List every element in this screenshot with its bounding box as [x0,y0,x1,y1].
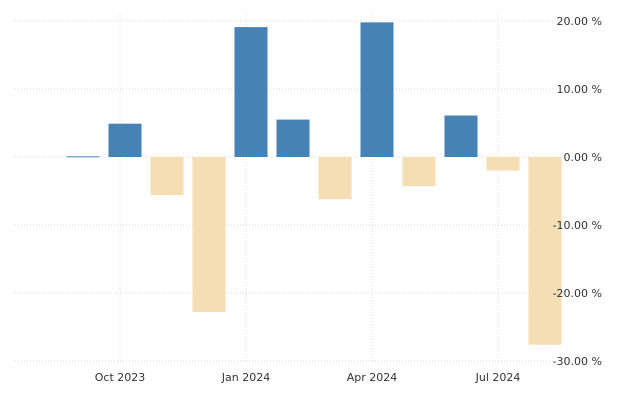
bar-mar-2024 [360,22,394,157]
bar-jan-2024 [276,119,310,157]
bar-dec-2023 [234,27,268,158]
x-tick-label: Apr 2024 [347,371,398,384]
x-tick-label: Jul 2024 [475,371,521,384]
bar-oct-2023 [150,157,184,196]
y-tick-label: 0.00 % [564,151,602,164]
y-tick-label: -30.00 % [553,355,602,368]
bar-apr-2024 [402,157,436,187]
grid-lines [15,15,555,363]
bar-series [66,22,562,345]
y-axis-labels: 20.00 % 10.00 % 0.00 % -10.00 % -20.00 % -30.… [553,15,602,368]
bar-sep-2023 [108,123,142,157]
bar-may-2024 [444,115,478,157]
y-tick-label: -10.00 % [553,219,602,232]
bar-feb-2024 [318,157,352,200]
y-tick-label: -20.00 % [553,287,602,300]
bar-jun-2024 [486,157,520,171]
y-tick-label: 10.00 % [557,83,602,96]
bar-aug-2023 [66,156,100,158]
x-tick-label: Oct 2023 [95,371,146,384]
bar-nov-2023 [192,157,226,313]
x-axis-labels: Oct 2023 Jan 2024 Apr 2024 Jul 2024 [95,371,521,384]
bar-jul-2024 [528,157,562,345]
y-tick-label: 20.00 % [557,15,602,28]
x-tick-label: Jan 2024 [221,371,270,384]
